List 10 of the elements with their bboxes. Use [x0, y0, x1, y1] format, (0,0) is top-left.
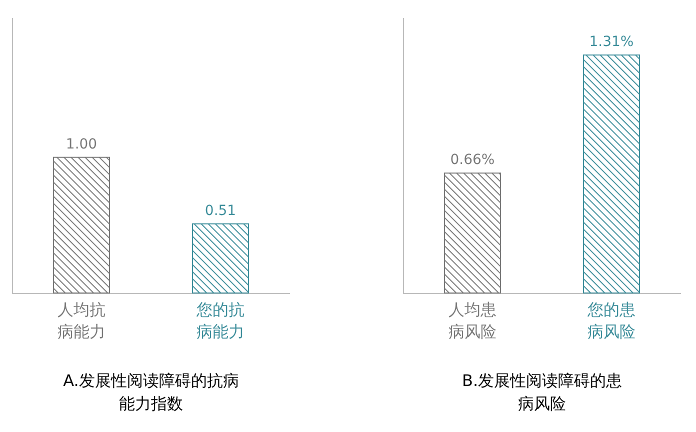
- data-label: 0.51: [204, 202, 236, 219]
- data-label: 1.31%: [589, 34, 634, 50]
- text: B.发展性阅读障碍的患病风险: [460, 370, 624, 415]
- x-tick-label: 您的抗病能力: [196, 299, 246, 343]
- data-label: 0.66%: [450, 152, 495, 168]
- data-label: 1.00: [66, 136, 98, 152]
- text: A.发展性阅读障碍的抗病能力指数: [63, 370, 239, 415]
- x-tick-label: 您的患病风险: [586, 299, 636, 343]
- x-tick-label: 人均抗病能力: [56, 299, 106, 343]
- x-tick-label: 人均患病风险: [448, 299, 498, 343]
